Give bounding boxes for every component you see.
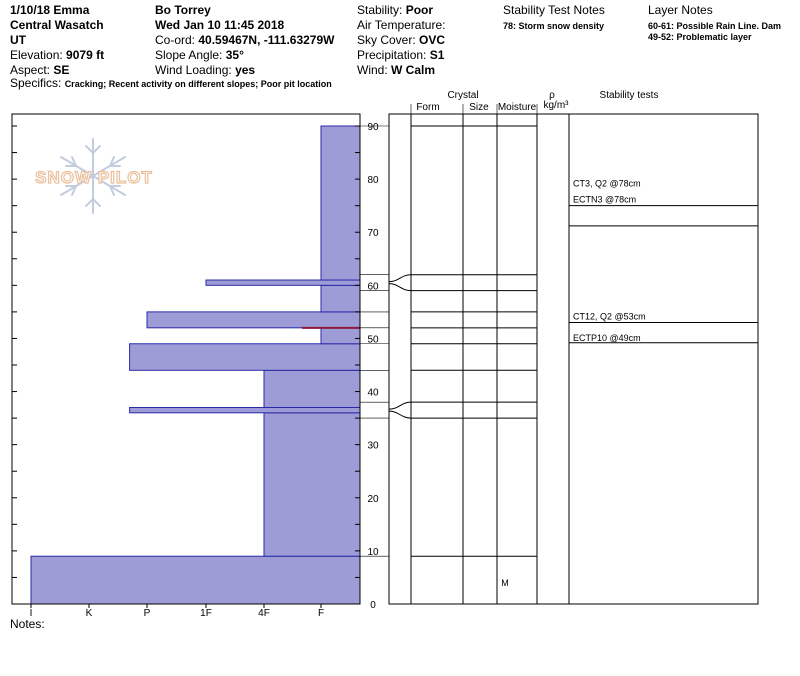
notes-label: Notes: [10, 617, 45, 631]
moisture-header: Moisture [498, 102, 537, 113]
elevation: Elevation: 9079 ft [10, 48, 104, 62]
profile-frame [11, 104, 759, 605]
y-tick-label: 0 [370, 600, 376, 611]
stability: Stability: Poor [357, 3, 433, 17]
hardness-bar [129, 406, 361, 414]
elevation-value: 9079 ft [66, 48, 105, 62]
stability-test-label: ECTP10 @49cm [573, 333, 641, 343]
column-headers: Crystal Form Size Moisture ρ kg/m³ Stabi… [416, 90, 658, 113]
stability-label: Stability: [357, 3, 406, 17]
coordinates: Co-ord: 40.59467N, -111.63279W [155, 33, 334, 47]
y-tick-label: 60 [367, 281, 379, 292]
wind: Wind: W Calm [357, 63, 435, 77]
datetime: Wed Jan 10 11:45 2018 [155, 18, 285, 32]
stability-notes-title: Stability Test Notes [503, 3, 605, 17]
y-tick-label: 10 [367, 547, 379, 558]
wind-loading-value: yes [235, 63, 256, 77]
range-name: Central Wasatch [10, 18, 104, 32]
rho-header: ρ [549, 90, 555, 101]
y-tick-label: 30 [367, 441, 379, 452]
moisture-value: M [501, 578, 509, 588]
hardness-bar [263, 412, 361, 557]
wind-label: Wind: [357, 63, 392, 77]
stability-value: Poor [405, 3, 434, 17]
specifics: Specifics: Cracking; Recent activity on … [10, 76, 332, 91]
hardness-bar [129, 343, 361, 371]
layer-note-item: 49-52: Problematic layer [648, 32, 752, 42]
sky-cover-label: Sky Cover: [357, 33, 420, 47]
precip-label: Precipitation: [357, 48, 430, 62]
crystal-header: Crystal [447, 90, 478, 101]
hardness-tick-label: I [30, 608, 33, 619]
layer-kink-bottom [388, 410, 412, 419]
stability-tests-header: Stability tests [600, 90, 659, 101]
hardness-tick-label: P [144, 608, 151, 619]
aspect: Aspect: SE [10, 63, 69, 77]
hardness-bar [320, 284, 361, 313]
y-tick-label: 70 [367, 228, 379, 239]
hardness-tick-label: 1F [200, 608, 212, 619]
y-tick-label: 90 [367, 122, 379, 133]
hardness-bar [263, 369, 361, 408]
hardness-plot-border [11, 113, 361, 605]
state-name: UT [10, 33, 26, 47]
layer-note-item: 60-61: Possible Rain Line. Dam [648, 21, 782, 31]
snowflake-icon [60, 138, 126, 214]
hardness-bar [320, 327, 361, 345]
coord-label: Co-ord: [155, 33, 199, 47]
specifics-label: Specifics: [10, 76, 65, 90]
coord-value: 40.59467N, -111.63279W [198, 33, 335, 47]
stability-test-label: ECTN3 @78cm [573, 195, 636, 205]
layer-kink-bottom [388, 283, 412, 292]
rho-unit-header: kg/m³ [544, 100, 570, 111]
size-header: Size [469, 102, 489, 113]
specifics-value: Cracking; Recent activity on different s… [64, 79, 332, 89]
axis-ticks: 0 10 20 30 40 50 60 70 80 90 I K P 1F 4F F [12, 122, 379, 619]
y-tick-label: 20 [367, 494, 379, 505]
precipitation: Precipitation: S1 [357, 48, 444, 62]
y-tick-label: 80 [367, 175, 379, 186]
hardness-tick-label: 4F [258, 608, 270, 619]
wind-value: W Calm [391, 63, 436, 77]
y-tick-label: 50 [367, 334, 379, 345]
date-location: 1/10/18 Emma [10, 3, 90, 17]
layer-kink-top [388, 274, 412, 283]
hardness-bar [205, 279, 361, 286]
air-temperature-label: Air Temperature: [357, 18, 446, 32]
sky-cover: Sky Cover: OVC [357, 33, 445, 47]
sky-cover-value: OVC [419, 33, 446, 47]
stability-tests: CT3, Q2 @78cm ECTN3 @78cm CT12, Q2 @53cm EC… [569, 179, 758, 344]
hardness-profile [30, 125, 361, 605]
layer-table-border [388, 113, 759, 605]
logo-text: SNOW PILOT [35, 168, 153, 187]
y-tick-label: 40 [367, 388, 379, 399]
hardness-bar [30, 555, 361, 605]
layer-lines: M [360, 125, 537, 588]
stability-test-label: CT12, Q2 @53cm [573, 312, 646, 322]
wind-loading: Wind Loading: yes [155, 63, 255, 77]
aspect-value: SE [53, 63, 70, 77]
slope-angle: Slope Angle: 35° [155, 48, 244, 62]
form-header: Form [416, 102, 439, 113]
stability-test-label: CT3, Q2 @78cm [573, 179, 641, 189]
wind-loading-label: Wind Loading: [155, 63, 236, 77]
hardness-tick-label: K [86, 608, 93, 619]
layer-notes-title: Layer Notes [648, 3, 713, 17]
hardness-bar [320, 125, 361, 281]
aspect-label: Aspect: [10, 63, 54, 77]
slope-value: 35° [225, 48, 244, 62]
slope-label: Slope Angle: [155, 48, 226, 62]
hardness-tick-label: F [318, 608, 324, 619]
snowpilot-logo: SNOW PILOT [35, 138, 153, 214]
stability-note-item: 78: Storm snow density [503, 21, 605, 31]
precip-value: S1 [429, 48, 445, 62]
observer: Bo Torrey [155, 3, 211, 17]
layer-kink-top [388, 401, 412, 410]
elevation-label: Elevation: [10, 48, 67, 62]
hardness-bar [146, 311, 361, 329]
